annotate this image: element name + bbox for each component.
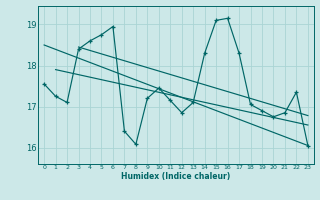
X-axis label: Humidex (Indice chaleur): Humidex (Indice chaleur) (121, 172, 231, 181)
